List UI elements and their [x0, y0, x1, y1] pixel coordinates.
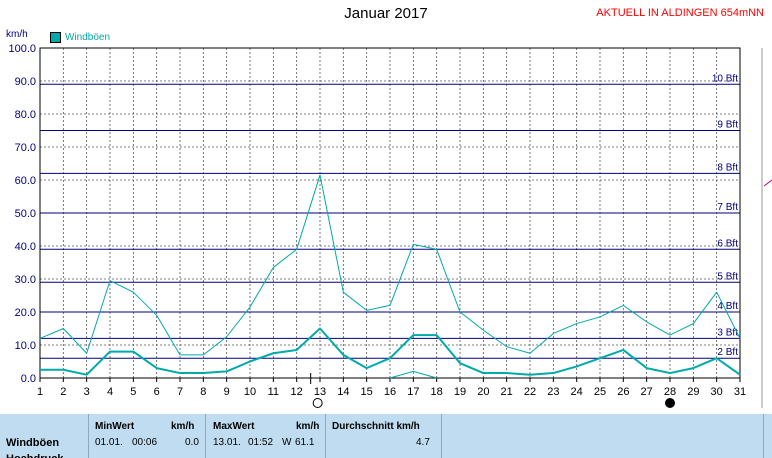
x-tick-label: 24 — [571, 386, 583, 398]
x-tick-label: 6 — [154, 386, 160, 398]
x-tick-label: 18 — [431, 386, 443, 398]
x-tick-label: 31 — [734, 386, 746, 398]
x-tick-label: 16 — [384, 386, 396, 398]
beaufort-label: 3 Bft — [717, 327, 738, 338]
full-moon-icon — [312, 398, 323, 408]
x-tick-label: 1 — [37, 386, 43, 398]
x-tick-label: 5 — [130, 386, 136, 398]
chart-title: Januar 2017 — [344, 5, 428, 22]
beaufort-label: 2 Bft — [717, 347, 738, 358]
legend-swatch — [50, 32, 61, 43]
x-tick-label: 9 — [224, 386, 230, 398]
x-tick-label: 11 — [268, 386, 279, 398]
empty-cell — [441, 414, 764, 458]
x-tick-label: 12 — [291, 386, 303, 398]
min-header: MinWert — [95, 421, 135, 432]
chart-area: 2 Bft 3 Bft 4 Bft 5 Bft 6 Bft 7 Bft 8 Bft 9 Bft… — [8, 43, 772, 408]
y-tick-label: 40.0 — [15, 241, 36, 253]
series-line — [389, 370, 437, 379]
x-tick-label: 19 — [454, 386, 466, 398]
min-time: 00:06 — [132, 437, 158, 448]
beaufort-label: 6 Bft — [717, 238, 738, 249]
scroll-edge — [763, 414, 772, 458]
y-tick-label: 10.0 — [15, 340, 36, 352]
y-tick-label: 90.0 — [15, 76, 36, 88]
x-tick-label: 30 — [711, 386, 723, 398]
x-tick-label: 21 — [501, 386, 513, 398]
x-tick-label: 28 — [664, 386, 676, 398]
x-tick-label: 15 — [361, 386, 373, 398]
max-unit: km/h — [296, 421, 320, 432]
y-tick-label: 0.0 — [21, 373, 36, 385]
new-moon-icon — [665, 398, 675, 408]
min-date: 01.01. — [95, 437, 123, 448]
y-tick-label: 70.0 — [15, 142, 36, 154]
max-time: 01:52 — [248, 437, 274, 448]
min-value: 0.0 — [185, 437, 199, 448]
avg-cell: Durchschnitt km/h 4.7 — [325, 414, 442, 458]
y-tick-label: 60.0 — [15, 175, 36, 187]
stats-panel: Windböen Hochdruck MinWert km/h 01.01. 0… — [0, 414, 772, 458]
x-tick-label: 26 — [617, 386, 629, 398]
x-tick-label: 2 — [60, 386, 66, 398]
x-tick-label: 22 — [524, 386, 536, 398]
stats-row-label-2: Hochdruck — [6, 453, 63, 458]
avg-value: 4.7 — [416, 437, 430, 448]
stats-row-label: Windböen — [6, 437, 60, 449]
station-label: AKTUELL IN ALDINGEN 654mNN — [596, 7, 764, 19]
x-tick-label: 8 — [200, 386, 206, 398]
series-line — [40, 327, 741, 376]
max-dir: W — [282, 437, 292, 448]
legend-label: Windböen — [65, 32, 111, 43]
beaufort-label: 9 Bft — [717, 120, 738, 131]
y-axis-unit: km/h — [6, 29, 28, 40]
beaufort-label: 7 Bft — [717, 202, 738, 213]
right-panel-trace — [763, 179, 772, 187]
min-cell: MinWert km/h 01.01. 00:06 0.0 — [88, 414, 206, 458]
beaufort-label: 5 Bft — [717, 271, 738, 282]
beaufort-label: 8 Bft — [717, 162, 738, 173]
x-tick-label: 14 — [337, 386, 349, 398]
x-tick-label: 17 — [407, 386, 419, 398]
x-tick-label: 10 — [244, 386, 256, 398]
y-tick-label: 30.0 — [15, 274, 36, 286]
beaufort-label: 10 Bft — [712, 73, 738, 84]
max-cell: MaxWert km/h 13.01. 01:52 W 61.1 — [205, 414, 326, 458]
y-tick-label: 20.0 — [15, 307, 36, 319]
x-tick-label: 13 — [314, 386, 326, 398]
avg-header: Durchschnitt km/h — [332, 421, 420, 432]
x-tick-label: 27 — [641, 386, 653, 398]
max-value: 61.1 — [295, 437, 315, 448]
x-tick-label: 20 — [477, 386, 489, 398]
x-tick-label: 7 — [177, 386, 183, 398]
y-tick-label: 100.0 — [8, 43, 36, 55]
x-tick-label: 29 — [687, 386, 699, 398]
x-tick-label: 23 — [547, 386, 559, 398]
beaufort-label: 4 Bft — [717, 301, 738, 312]
x-tick-label: 4 — [107, 386, 113, 398]
max-header: MaxWert — [213, 421, 255, 432]
legend: Windböen — [50, 32, 110, 43]
min-unit: km/h — [171, 421, 195, 432]
x-tick-label: 25 — [594, 386, 606, 398]
x-tick-label: 3 — [84, 386, 90, 398]
y-tick-label: 50.0 — [15, 208, 36, 220]
max-date: 13.01. — [213, 437, 241, 448]
y-tick-label: 80.0 — [15, 109, 36, 121]
series-line — [39, 174, 741, 356]
